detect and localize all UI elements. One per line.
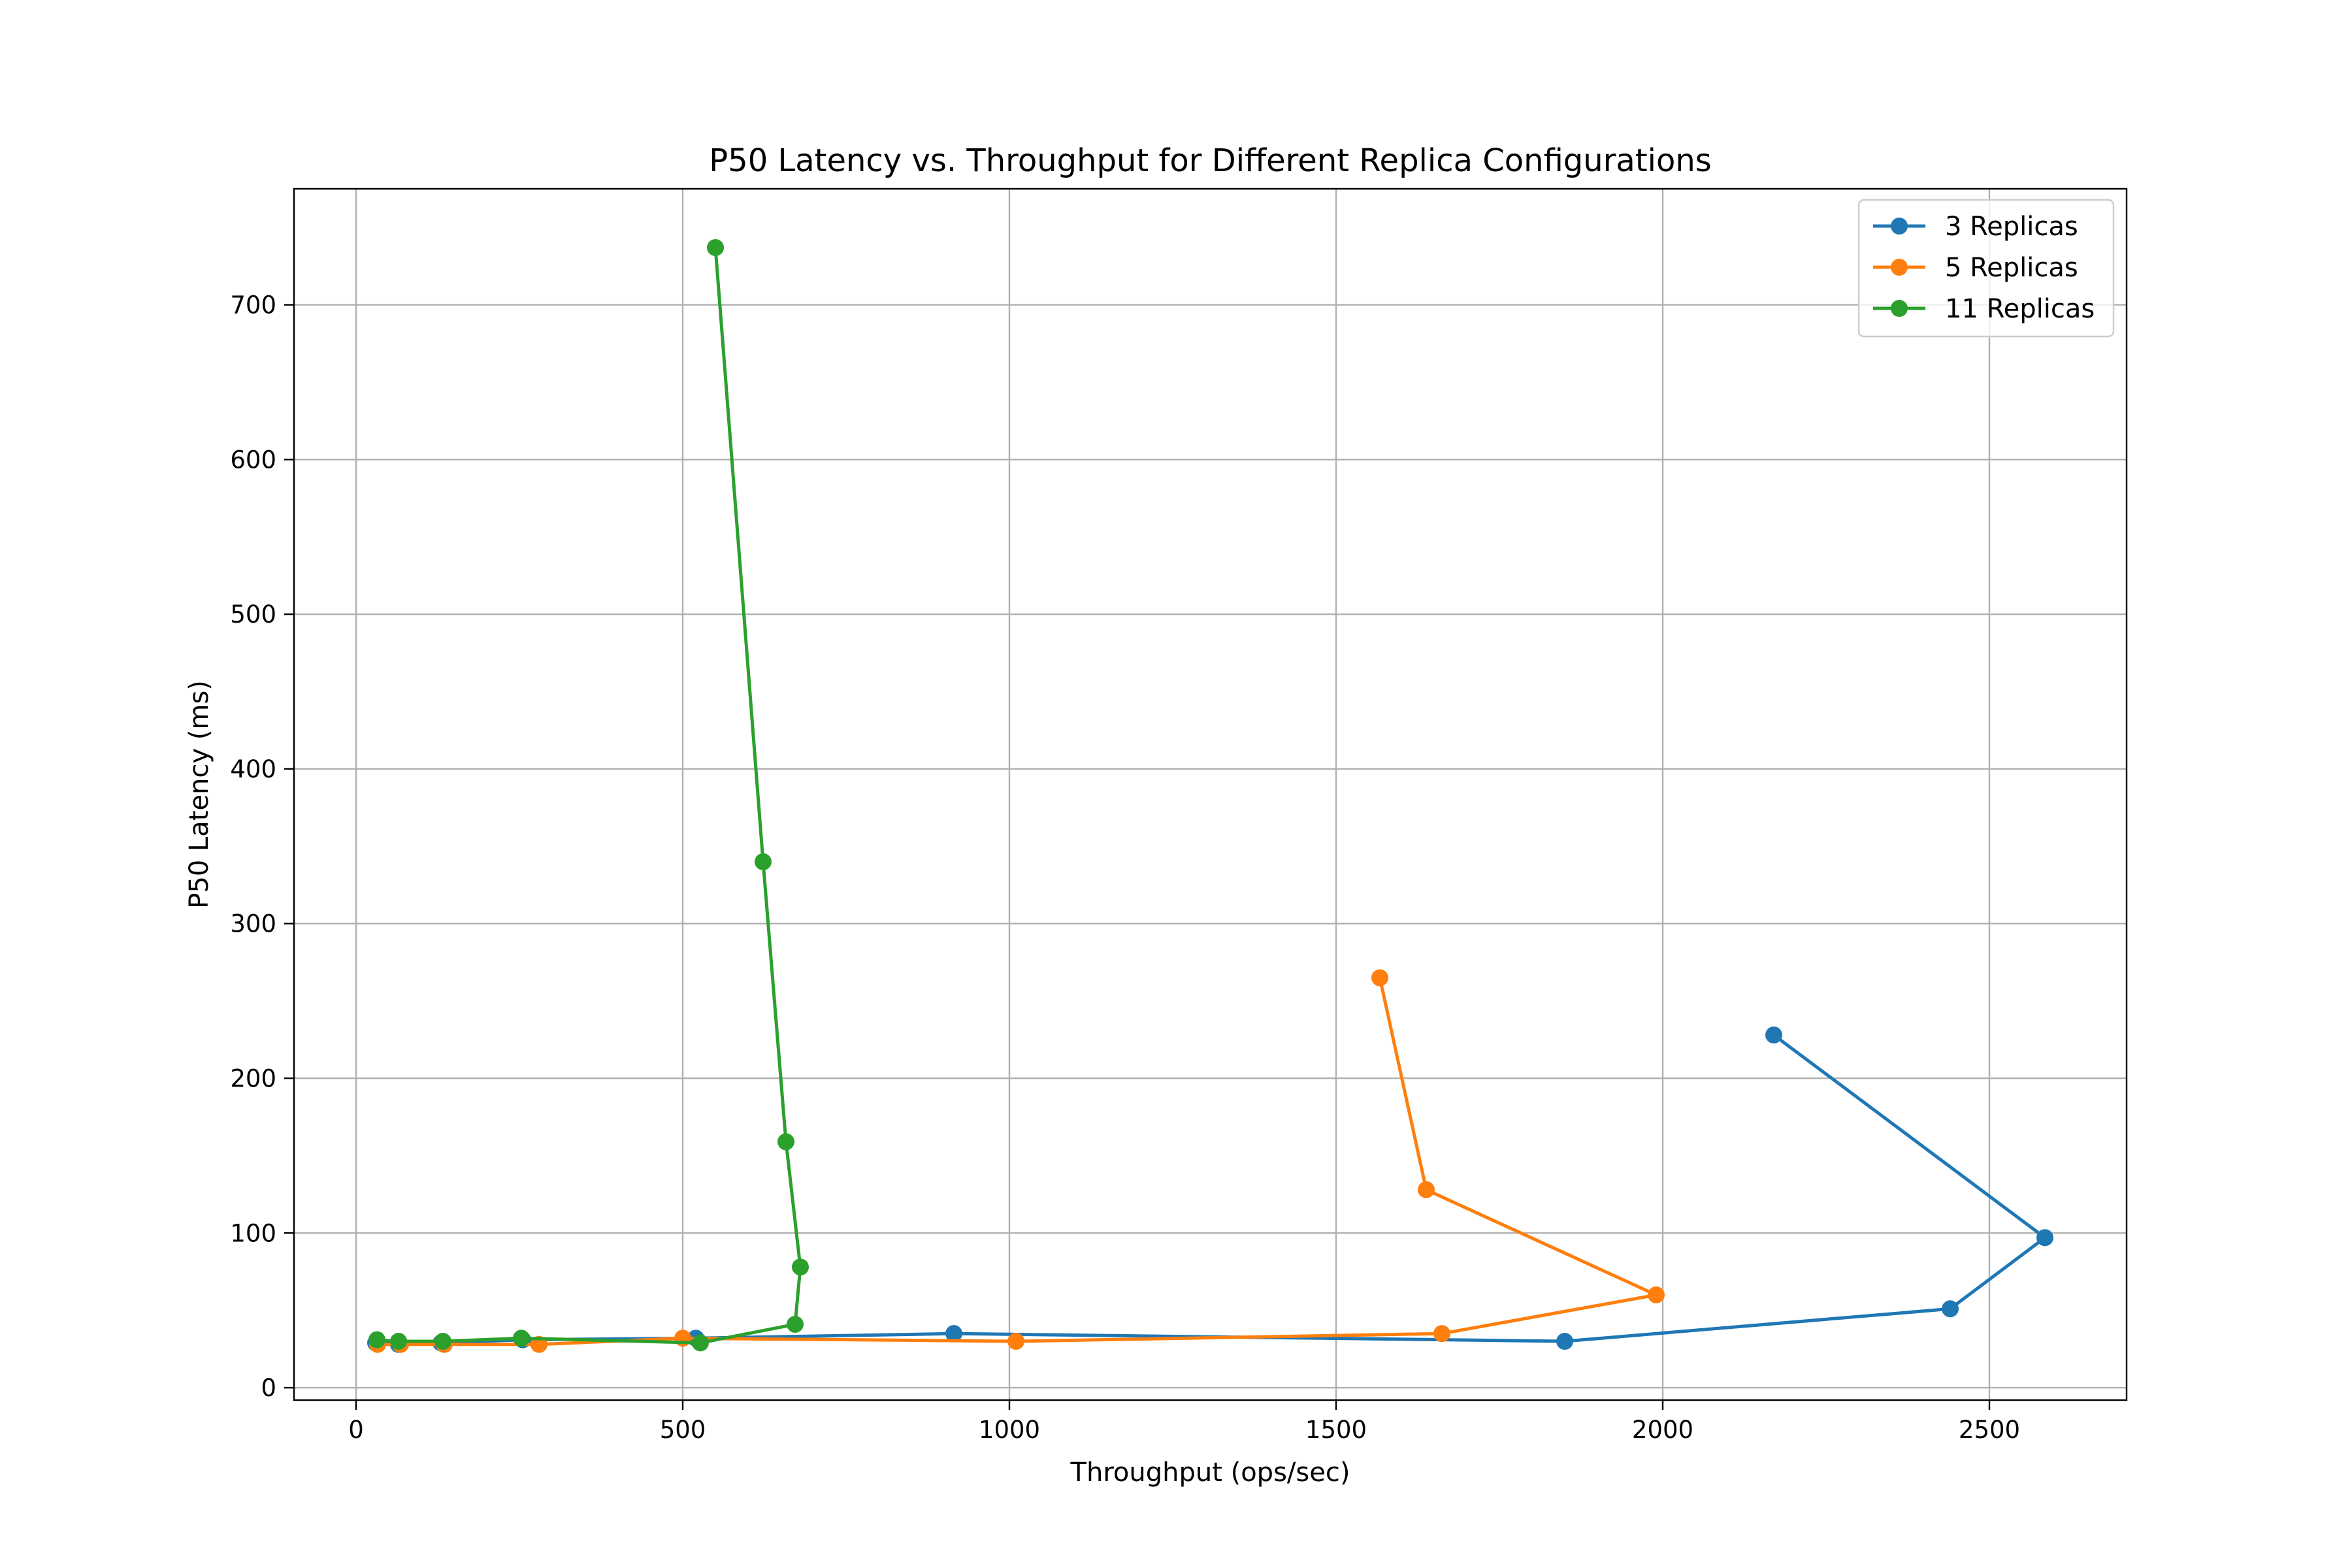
data-point-1-8 [1418, 1181, 1435, 1198]
y-tick-label-0: 0 [261, 1374, 276, 1402]
y-tick-label-4: 400 [230, 755, 276, 783]
y-tick-label-1: 100 [230, 1219, 276, 1247]
legend-item-0: 3 Replicas [1873, 212, 2078, 242]
legend-label-0: 3 Replicas [1945, 212, 2078, 242]
data-point-0-8 [2036, 1229, 2053, 1247]
series-line-1 [376, 976, 1658, 1347]
x-tick-label-0: 0 [348, 1416, 364, 1444]
y-axis-label: P50 Latency (ms) [184, 680, 214, 909]
series-2 [368, 238, 809, 1352]
x-tick-label-1: 500 [660, 1416, 706, 1444]
legend-item-2: 11 Replicas [1873, 294, 2095, 324]
data-point-2-4 [692, 1334, 709, 1352]
axis-ticks: 0 500 1000 1500 2000 2500 0 100 200 300 400 500 600 7… [230, 291, 2020, 1444]
legend-box [1857, 199, 2115, 338]
data-point-1-6 [1433, 1325, 1450, 1343]
plot-series [367, 238, 2053, 1353]
legend: 3 Replicas 5 Replicas 11 Replicas [1857, 199, 2115, 338]
legend-marker-0 [1891, 218, 1908, 235]
y-tick-label-7: 700 [230, 291, 276, 319]
plot-frame [293, 188, 2128, 1401]
y-tick-label-3: 300 [230, 910, 276, 938]
chart-title: P50 Latency vs. Throughput for Different… [709, 142, 1712, 179]
data-point-2-3 [513, 1330, 530, 1347]
x-tick-label-4: 2000 [1632, 1416, 1693, 1444]
series-line-2 [375, 246, 802, 1345]
y-tick-label-5: 500 [230, 600, 276, 629]
data-point-2-5 [787, 1315, 804, 1333]
legend-label-2: 11 Replicas [1945, 294, 2095, 324]
data-point-2-6 [792, 1258, 809, 1276]
data-point-1-9 [1371, 969, 1388, 987]
legend-label-1: 5 Replicas [1945, 253, 2078, 283]
data-point-1-5 [1007, 1333, 1024, 1350]
x-tick-label-2: 1000 [979, 1416, 1040, 1444]
data-point-2-0 [368, 1331, 385, 1348]
data-point-0-6 [1556, 1333, 1573, 1350]
data-point-0-5 [945, 1325, 962, 1343]
x-tick-label-3: 1500 [1305, 1416, 1367, 1444]
y-tick-label-2: 200 [230, 1064, 276, 1092]
legend-marker-2 [1891, 300, 1908, 317]
grid [294, 189, 2127, 1400]
data-point-2-8 [755, 853, 772, 870]
x-tick-label-5: 2500 [1959, 1416, 2020, 1444]
data-point-0-7 [1942, 1300, 1959, 1318]
data-point-0-9 [1765, 1026, 1782, 1044]
y-tick-label-6: 600 [230, 446, 276, 474]
legend-marker-1 [1891, 259, 1908, 276]
legend-item-1: 5 Replicas [1873, 253, 2078, 283]
x-axis-label: Throughput (ops/sec) [1070, 1458, 1350, 1488]
data-point-2-2 [434, 1333, 451, 1350]
data-point-2-7 [777, 1133, 794, 1151]
data-point-2-1 [390, 1333, 407, 1350]
data-point-1-7 [1648, 1286, 1665, 1303]
data-point-2-9 [707, 238, 724, 256]
